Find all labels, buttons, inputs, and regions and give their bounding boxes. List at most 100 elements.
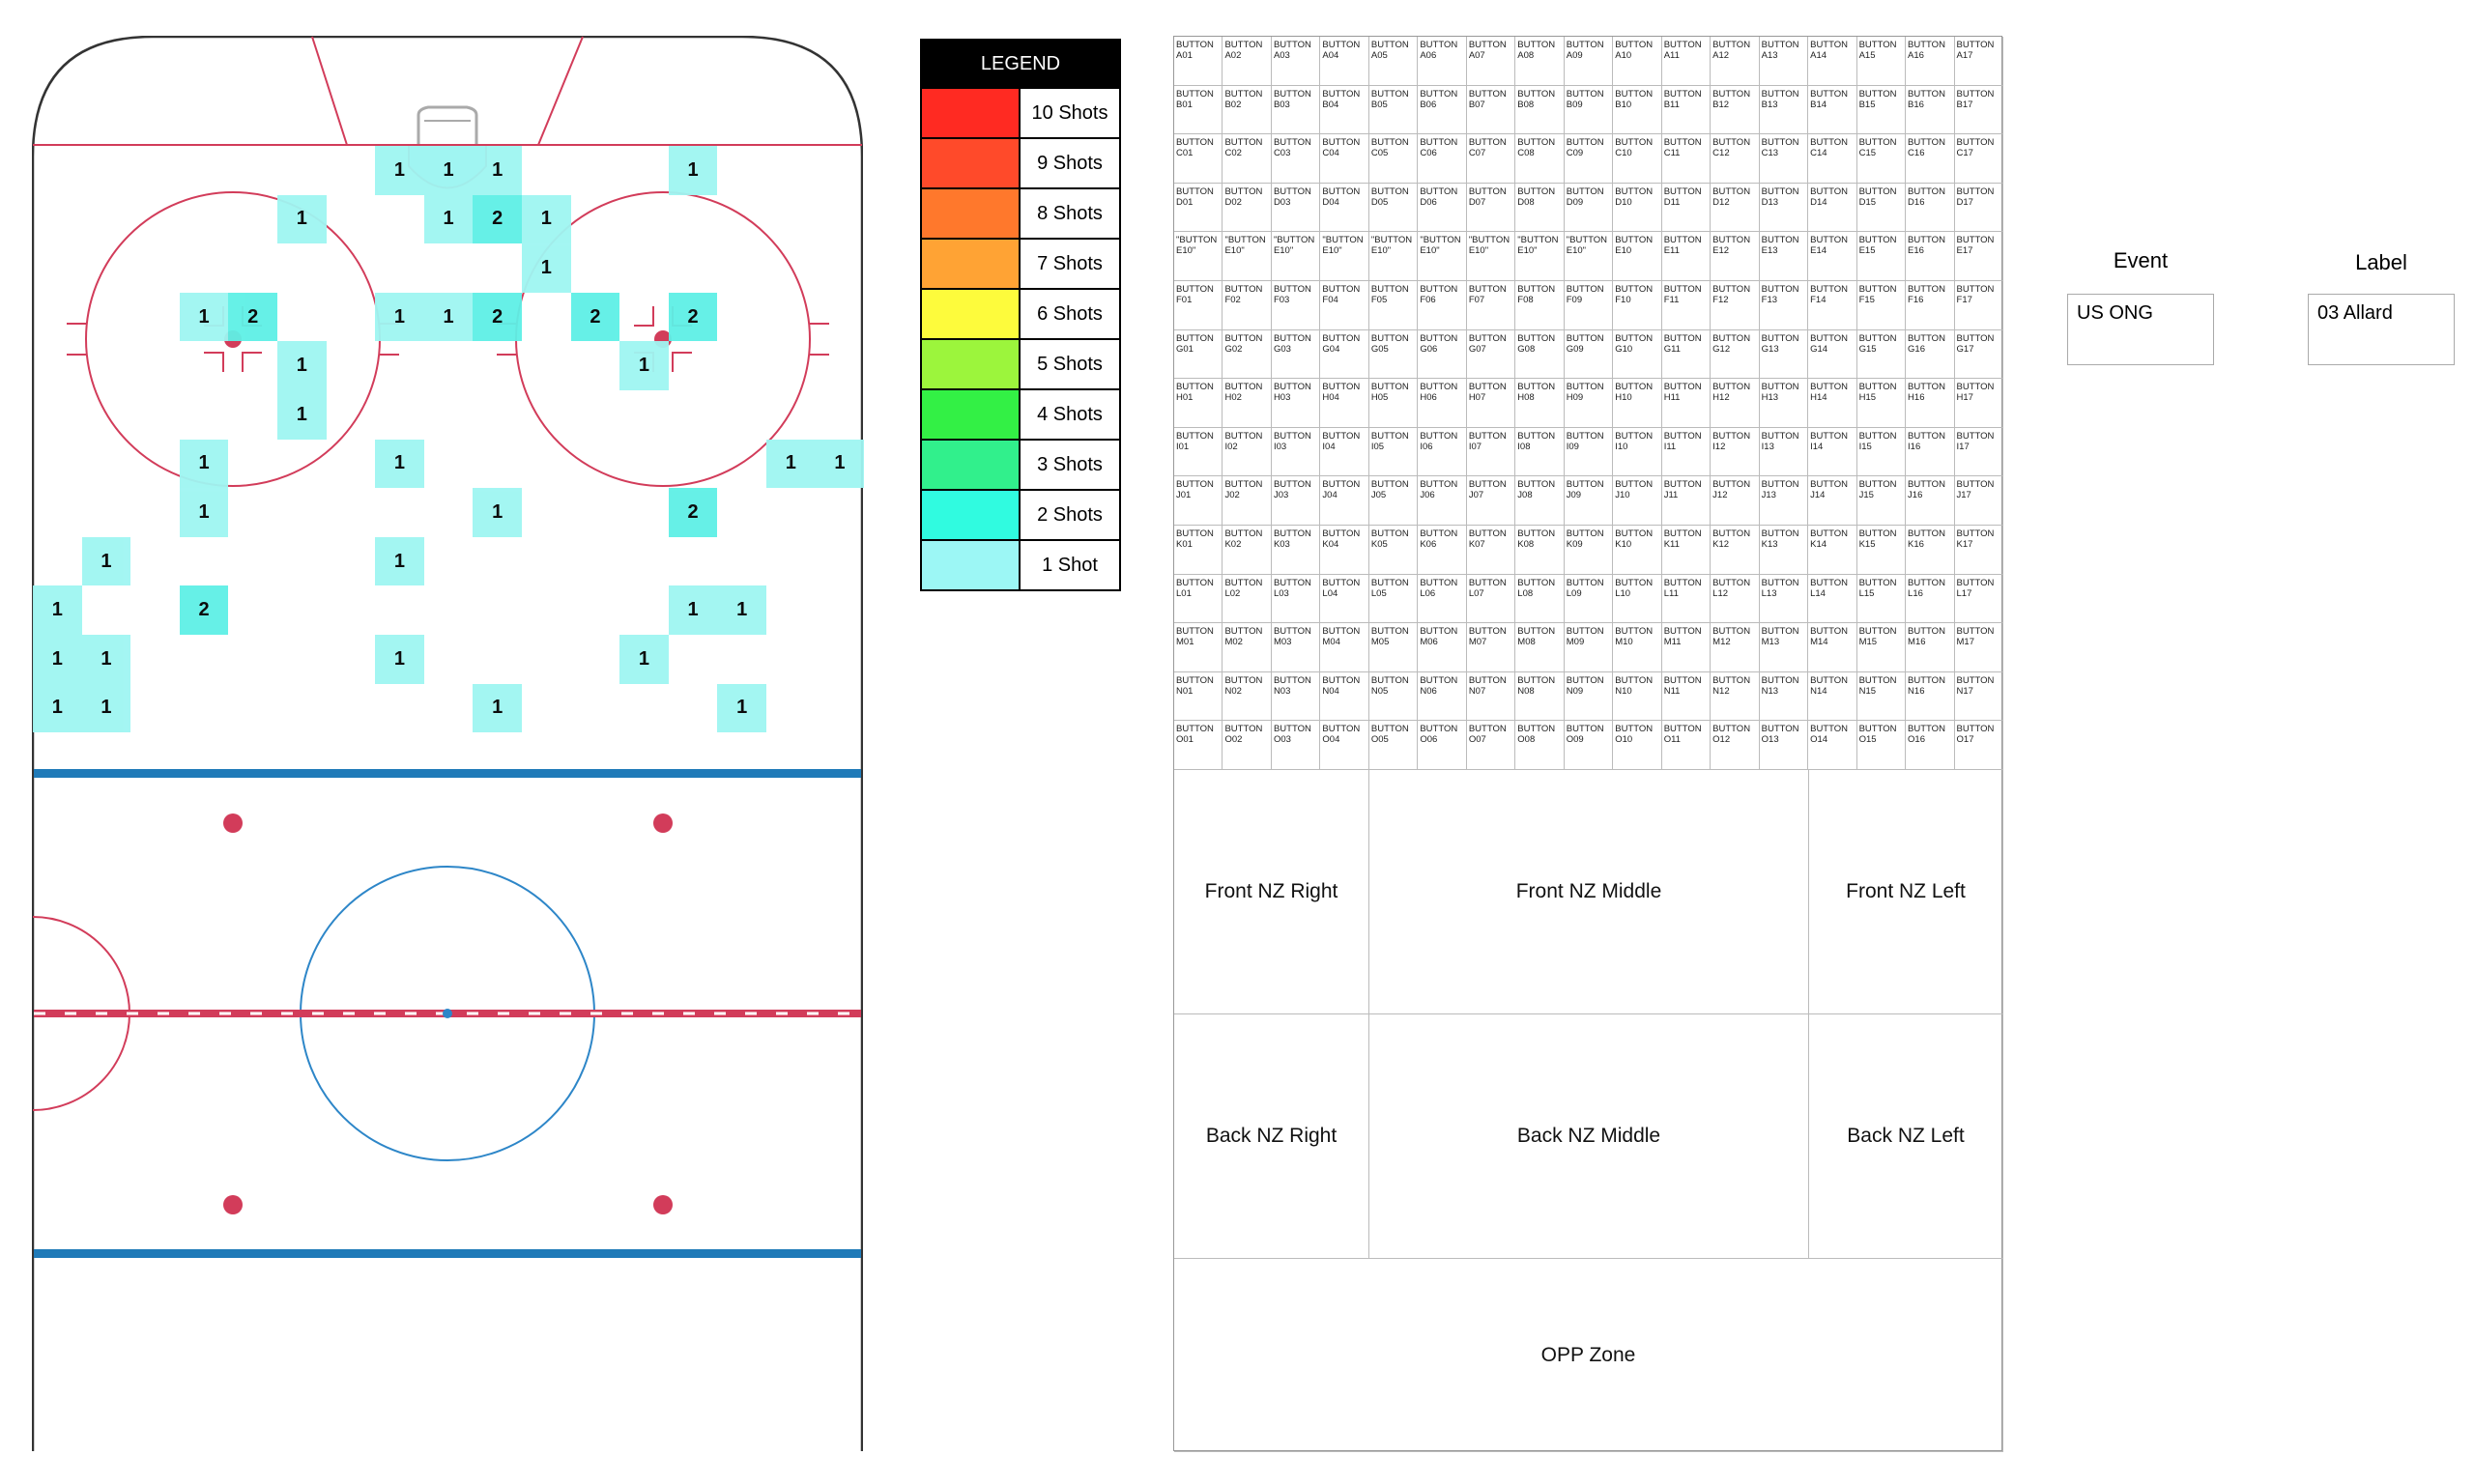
- grid-button-n16[interactable]: BUTTON N16: [1906, 671, 1955, 722]
- grid-button-d15[interactable]: BUTTON D15: [1856, 183, 1907, 233]
- grid-button-i01[interactable]: BUTTON I01: [1174, 427, 1223, 477]
- grid-button-m06[interactable]: BUTTON M06: [1418, 623, 1467, 672]
- grid-button-o03[interactable]: BUTTON O03: [1271, 721, 1321, 770]
- grid-button-j12[interactable]: BUTTON J12: [1711, 476, 1760, 526]
- grid-button-k17[interactable]: BUTTON K17: [1954, 526, 2003, 575]
- grid-button-n10[interactable]: BUTTON N10: [1613, 671, 1662, 722]
- grid-button-a10[interactable]: BUTTON A10: [1613, 37, 1662, 86]
- grid-button-h05[interactable]: BUTTON H05: [1368, 379, 1419, 428]
- grid-button-i17[interactable]: BUTTON I17: [1954, 427, 2003, 477]
- grid-button-n14[interactable]: BUTTON N14: [1808, 671, 1857, 722]
- grid-button-l02[interactable]: BUTTON L02: [1223, 574, 1272, 624]
- grid-button-h04[interactable]: BUTTON H04: [1320, 379, 1369, 428]
- grid-button-e05[interactable]: "BUTTON E10": [1368, 232, 1419, 281]
- grid-button-b05[interactable]: BUTTON B05: [1368, 85, 1419, 135]
- grid-button-h17[interactable]: BUTTON H17: [1954, 379, 2003, 428]
- grid-button-i16[interactable]: BUTTON I16: [1906, 427, 1955, 477]
- grid-button-c11[interactable]: BUTTON C11: [1661, 134, 1712, 184]
- grid-button-a03[interactable]: BUTTON A03: [1271, 37, 1321, 86]
- grid-button-k05[interactable]: BUTTON K05: [1368, 526, 1419, 575]
- grid-button-k01[interactable]: BUTTON K01: [1174, 526, 1223, 575]
- grid-button-m04[interactable]: BUTTON M04: [1320, 623, 1369, 672]
- grid-button-f04[interactable]: BUTTON F04: [1320, 281, 1369, 330]
- grid-button-d13[interactable]: BUTTON D13: [1759, 183, 1809, 233]
- grid-button-c17[interactable]: BUTTON C17: [1954, 134, 2003, 184]
- grid-button-n05[interactable]: BUTTON N05: [1368, 671, 1419, 722]
- grid-button-o17[interactable]: BUTTON O17: [1954, 721, 2003, 770]
- grid-button-i02[interactable]: BUTTON I02: [1223, 427, 1272, 477]
- grid-button-k07[interactable]: BUTTON K07: [1466, 526, 1516, 575]
- grid-button-c06[interactable]: BUTTON C06: [1418, 134, 1467, 184]
- grid-button-o08[interactable]: BUTTON O08: [1515, 721, 1565, 770]
- grid-button-k11[interactable]: BUTTON K11: [1661, 526, 1712, 575]
- grid-button-m12[interactable]: BUTTON M12: [1711, 623, 1760, 672]
- grid-button-b02[interactable]: BUTTON B02: [1223, 85, 1272, 135]
- grid-button-c14[interactable]: BUTTON C14: [1808, 134, 1857, 184]
- zone-button-front-right[interactable]: Front NZ Right: [1174, 770, 1369, 1014]
- grid-button-k13[interactable]: BUTTON K13: [1759, 526, 1809, 575]
- grid-button-l14[interactable]: BUTTON L14: [1808, 574, 1857, 624]
- grid-button-g07[interactable]: BUTTON G07: [1466, 329, 1516, 380]
- grid-button-j02[interactable]: BUTTON J02: [1223, 476, 1272, 526]
- grid-button-j15[interactable]: BUTTON J15: [1856, 476, 1907, 526]
- grid-button-l11[interactable]: BUTTON L11: [1661, 574, 1712, 624]
- grid-button-i12[interactable]: BUTTON I12: [1711, 427, 1760, 477]
- grid-button-m09[interactable]: BUTTON M09: [1564, 623, 1614, 672]
- grid-button-n15[interactable]: BUTTON N15: [1856, 671, 1907, 722]
- grid-button-i06[interactable]: BUTTON I06: [1418, 427, 1467, 477]
- grid-button-o02[interactable]: BUTTON O02: [1223, 721, 1272, 770]
- grid-button-h09[interactable]: BUTTON H09: [1564, 379, 1614, 428]
- grid-button-j14[interactable]: BUTTON J14: [1808, 476, 1857, 526]
- grid-button-k15[interactable]: BUTTON K15: [1856, 526, 1907, 575]
- grid-button-n03[interactable]: BUTTON N03: [1271, 671, 1321, 722]
- grid-button-o07[interactable]: BUTTON O07: [1466, 721, 1516, 770]
- grid-button-b17[interactable]: BUTTON B17: [1954, 85, 2003, 135]
- grid-button-l07[interactable]: BUTTON L07: [1466, 574, 1516, 624]
- grid-button-g05[interactable]: BUTTON G05: [1368, 329, 1419, 380]
- grid-button-f13[interactable]: BUTTON F13: [1759, 281, 1809, 330]
- grid-button-h03[interactable]: BUTTON H03: [1271, 379, 1321, 428]
- grid-button-c01[interactable]: BUTTON C01: [1174, 134, 1223, 184]
- grid-button-b08[interactable]: BUTTON B08: [1515, 85, 1565, 135]
- grid-button-a13[interactable]: BUTTON A13: [1759, 37, 1809, 86]
- grid-button-d05[interactable]: BUTTON D05: [1368, 183, 1419, 233]
- grid-button-l06[interactable]: BUTTON L06: [1418, 574, 1467, 624]
- zone-button-opp[interactable]: OPP Zone: [1174, 1259, 2003, 1452]
- zone-button-back-left[interactable]: Back NZ Left: [1809, 1014, 2003, 1259]
- zone-button-back-right[interactable]: Back NZ Right: [1174, 1014, 1369, 1259]
- grid-button-e01[interactable]: "BUTTON E10": [1174, 232, 1223, 281]
- grid-button-d06[interactable]: BUTTON D06: [1418, 183, 1467, 233]
- grid-button-l12[interactable]: BUTTON L12: [1711, 574, 1760, 624]
- grid-button-m11[interactable]: BUTTON M11: [1661, 623, 1712, 672]
- grid-button-o09[interactable]: BUTTON O09: [1564, 721, 1614, 770]
- grid-button-g16[interactable]: BUTTON G16: [1906, 329, 1955, 380]
- grid-button-f05[interactable]: BUTTON F05: [1368, 281, 1419, 330]
- grid-button-g04[interactable]: BUTTON G04: [1320, 329, 1369, 380]
- grid-button-m10[interactable]: BUTTON M10: [1613, 623, 1662, 672]
- grid-button-n02[interactable]: BUTTON N02: [1223, 671, 1272, 722]
- grid-button-f03[interactable]: BUTTON F03: [1271, 281, 1321, 330]
- grid-button-c04[interactable]: BUTTON C04: [1320, 134, 1369, 184]
- zone-button-front-left[interactable]: Front NZ Left: [1809, 770, 2003, 1014]
- grid-button-f02[interactable]: BUTTON F02: [1223, 281, 1272, 330]
- grid-button-b16[interactable]: BUTTON B16: [1906, 85, 1955, 135]
- zone-button-back-middle[interactable]: Back NZ Middle: [1369, 1014, 1809, 1259]
- grid-button-m08[interactable]: BUTTON M08: [1515, 623, 1565, 672]
- grid-button-f01[interactable]: BUTTON F01: [1174, 281, 1223, 330]
- grid-button-c10[interactable]: BUTTON C10: [1613, 134, 1662, 184]
- grid-button-f09[interactable]: BUTTON F09: [1564, 281, 1614, 330]
- grid-button-l16[interactable]: BUTTON L16: [1906, 574, 1955, 624]
- grid-button-o15[interactable]: BUTTON O15: [1856, 721, 1907, 770]
- grid-button-i09[interactable]: BUTTON I09: [1564, 427, 1614, 477]
- grid-button-e04[interactable]: "BUTTON E10": [1320, 232, 1369, 281]
- grid-button-m03[interactable]: BUTTON M03: [1271, 623, 1321, 672]
- grid-button-g08[interactable]: BUTTON G08: [1515, 329, 1565, 380]
- grid-button-o01[interactable]: BUTTON O01: [1174, 721, 1223, 770]
- grid-button-g11[interactable]: BUTTON G11: [1661, 329, 1712, 380]
- grid-button-e10[interactable]: BUTTON E10: [1613, 232, 1662, 281]
- grid-button-c07[interactable]: BUTTON C07: [1466, 134, 1516, 184]
- grid-button-n09[interactable]: BUTTON N09: [1564, 671, 1614, 722]
- grid-button-l09[interactable]: BUTTON L09: [1564, 574, 1614, 624]
- grid-button-k09[interactable]: BUTTON K09: [1564, 526, 1614, 575]
- grid-button-o11[interactable]: BUTTON O11: [1661, 721, 1712, 770]
